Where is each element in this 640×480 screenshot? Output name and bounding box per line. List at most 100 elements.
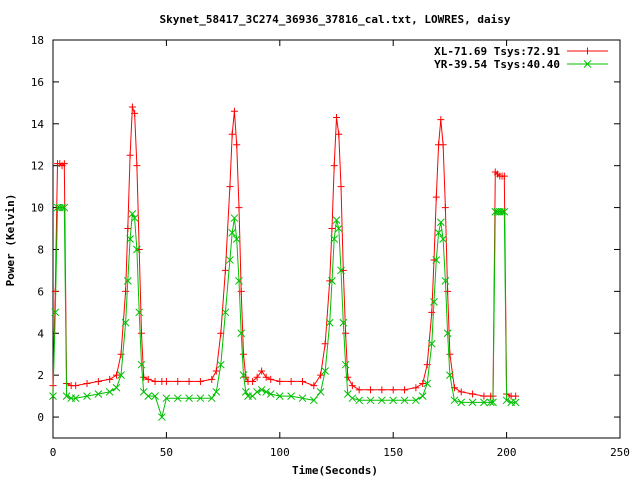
data-point (583, 60, 592, 68)
data-point (228, 130, 236, 138)
data-point (511, 398, 520, 407)
series-1 (49, 203, 520, 421)
data-point (216, 360, 225, 369)
data-point (212, 388, 221, 396)
data-point (106, 375, 114, 383)
data-point (133, 162, 141, 170)
data-point (348, 394, 357, 403)
data-point (83, 392, 91, 400)
data-point (355, 396, 364, 405)
data-point (468, 398, 477, 407)
data-point (262, 388, 271, 396)
data-point (126, 235, 134, 243)
data-point (330, 162, 338, 170)
data-point (112, 383, 121, 392)
data-point (83, 380, 91, 388)
data-point (174, 377, 182, 385)
data-point (196, 377, 204, 385)
y-tick-label: 10 (31, 202, 44, 215)
data-point (235, 204, 243, 212)
data-point (332, 216, 341, 225)
data-point (128, 210, 137, 218)
data-point (502, 396, 511, 405)
data-point (207, 394, 216, 403)
data-point (130, 214, 139, 222)
y-tick-label: 12 (31, 160, 44, 173)
x-tick-label: 200 (497, 446, 517, 459)
data-point (330, 235, 339, 243)
data-point (60, 203, 69, 212)
data-point (144, 392, 153, 400)
legend-entry-label: YR-39.54 Tsys:40.40 (434, 58, 560, 71)
data-point (226, 256, 234, 264)
data-point (430, 297, 438, 306)
series-line (52, 106, 516, 397)
x-tick-label: 0 (50, 446, 57, 459)
data-point (158, 413, 166, 421)
data-point (500, 207, 509, 216)
data-point (253, 373, 261, 381)
data-point (419, 380, 427, 388)
data-point (427, 339, 436, 348)
data-point (432, 193, 440, 201)
data-point (457, 398, 466, 407)
x-tick-label: 150 (383, 446, 403, 459)
data-point (439, 141, 447, 149)
data-point (342, 329, 350, 337)
data-point (337, 183, 345, 191)
data-point (389, 386, 397, 394)
chart-title: Skynet_58417_3C274_36936_37816_cal.txt, … (160, 13, 511, 26)
x-axis-label: Time(Seconds) (292, 464, 378, 477)
data-point (437, 116, 445, 124)
y-axis-label: Power (Kelvin) (4, 194, 17, 287)
data-point (230, 107, 238, 115)
data-point (389, 396, 398, 405)
y-tick-label: 6 (37, 285, 44, 298)
y-tick-label: 0 (37, 411, 44, 424)
data-point (221, 266, 229, 274)
data-point (441, 277, 450, 285)
data-point (486, 398, 495, 407)
data-point (366, 396, 375, 405)
data-point (335, 130, 343, 138)
data-point (436, 218, 445, 227)
data-point (321, 367, 330, 375)
data-point (117, 350, 125, 358)
data-point (337, 266, 345, 275)
data-point (266, 390, 275, 398)
data-point (423, 379, 432, 388)
data-point (124, 225, 132, 233)
data-point (240, 350, 248, 358)
data-point (439, 235, 447, 243)
data-point (334, 224, 343, 233)
data-point (208, 375, 216, 383)
data-point (378, 396, 386, 405)
data-point (450, 396, 459, 405)
data-point (348, 382, 356, 390)
axis-ticks: 0 50 100 150 200 250 0 2 4 6 8 10 12 14 16 18 (31, 34, 630, 459)
data-point (137, 360, 146, 369)
data-point (325, 318, 334, 327)
data-point (275, 392, 284, 400)
data-point (480, 392, 488, 400)
data-point (446, 350, 454, 358)
data-point (317, 371, 325, 379)
plot-frame (52, 39, 621, 439)
data-point (135, 308, 144, 317)
data-point (58, 203, 66, 212)
data-point (162, 394, 171, 403)
data-point (94, 390, 103, 398)
data-point (140, 373, 148, 381)
data-point (434, 228, 443, 237)
y-tick-label: 16 (31, 76, 44, 89)
y-tick-label: 18 (31, 34, 44, 47)
data-point (443, 329, 452, 338)
y-tick-label: 8 (37, 243, 44, 256)
data-point (500, 172, 508, 180)
data-point (212, 367, 220, 375)
data-point (137, 329, 145, 337)
data-point (328, 277, 336, 285)
data-point (469, 390, 477, 398)
